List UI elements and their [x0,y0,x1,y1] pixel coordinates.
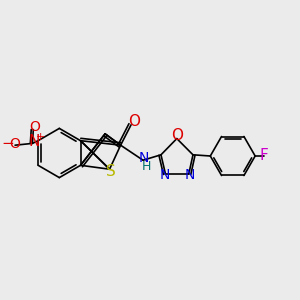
Text: N: N [28,134,40,149]
Text: S: S [106,164,116,179]
Text: O: O [9,137,20,151]
Text: F: F [260,148,268,163]
Text: −: − [2,136,14,152]
Text: N: N [138,151,149,165]
Text: H: H [141,160,151,173]
Text: N: N [160,168,170,182]
Text: N: N [185,168,196,182]
Text: O: O [128,114,140,129]
Text: O: O [29,120,40,134]
Text: O: O [171,128,183,142]
Text: +: + [36,132,46,142]
